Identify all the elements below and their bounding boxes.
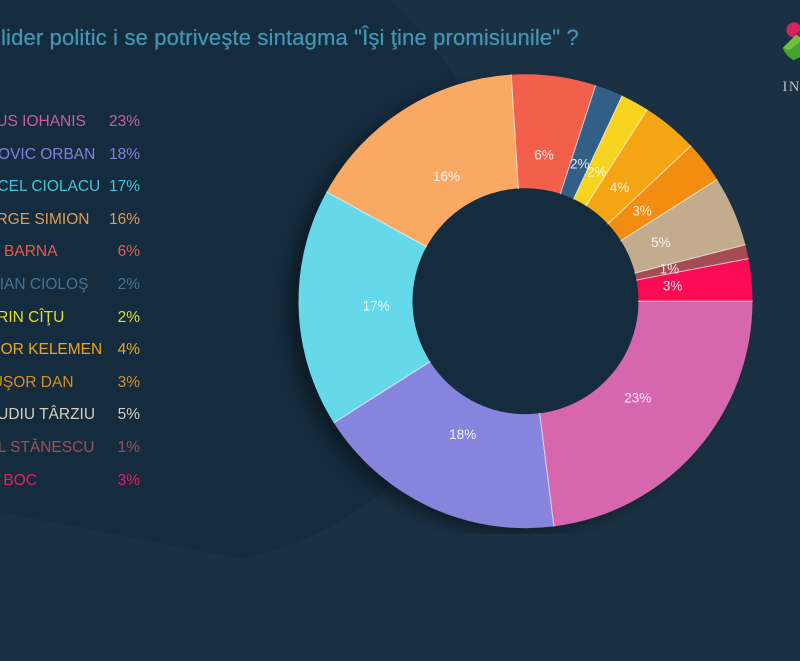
svg-text:4%: 4% <box>610 180 630 195</box>
svg-text:16%: 16% <box>433 169 460 184</box>
svg-text:5%: 5% <box>651 235 671 250</box>
svg-text:23%: 23% <box>624 391 651 406</box>
svg-text:1%: 1% <box>660 262 680 277</box>
svg-text:3%: 3% <box>663 278 683 293</box>
svg-text:6%: 6% <box>534 147 554 162</box>
svg-text:2%: 2% <box>570 157 590 172</box>
svg-text:17%: 17% <box>363 298 390 313</box>
svg-text:2%: 2% <box>587 164 607 179</box>
svg-text:18%: 18% <box>449 427 476 442</box>
svg-text:3%: 3% <box>632 203 652 218</box>
